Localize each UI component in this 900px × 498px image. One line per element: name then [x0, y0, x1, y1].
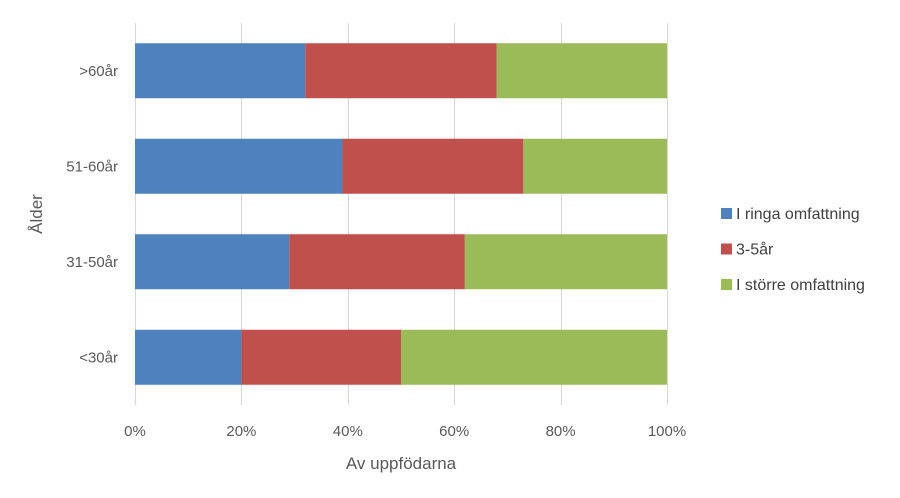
bar-segment — [464, 234, 667, 290]
x-tick-label: 40% — [333, 423, 363, 440]
bar-segment — [305, 43, 497, 99]
bar-segment — [496, 43, 667, 99]
legend-label: 3-5år — [736, 241, 774, 259]
bar-segment — [401, 329, 667, 385]
y-tick-label: 51-60år — [66, 158, 118, 175]
y-tick-label: <30år — [79, 349, 118, 366]
legend-swatch — [721, 208, 732, 219]
y-tick-labels: <30år 31-50år 51-60år >60år — [66, 63, 118, 367]
y-tick-label: >60år — [79, 63, 118, 80]
x-tick-label: 20% — [226, 423, 256, 440]
bar-segment — [342, 138, 524, 194]
y-tick-label: 31-50år — [66, 254, 118, 271]
x-tick-label: 60% — [439, 423, 469, 440]
bar-segment — [135, 138, 343, 194]
bar-segment — [241, 329, 401, 385]
x-axis-title: Av uppfödarna — [346, 454, 457, 473]
legend-swatch — [721, 279, 732, 290]
bar-segment — [523, 138, 667, 194]
legend-label: I ringa omfattning — [736, 206, 860, 223]
x-tick-label: 100% — [648, 423, 686, 440]
legend: I ringa omfattning 3-5år I större omfattni… — [721, 206, 865, 294]
legend-label: I större omfattning — [736, 277, 865, 294]
bar-layer — [135, 43, 667, 385]
y-axis-title: Ålder — [27, 194, 46, 234]
bar-segment — [135, 234, 290, 290]
bar-segment — [289, 234, 465, 290]
legend-swatch — [721, 243, 732, 255]
x-tick-label: 80% — [546, 423, 576, 440]
bar-segment — [135, 43, 306, 99]
bar-segment — [135, 329, 242, 385]
x-tick-labels: 0% 20% 40% 60% 80% 100% — [124, 423, 686, 440]
x-tick-label: 0% — [124, 423, 146, 440]
